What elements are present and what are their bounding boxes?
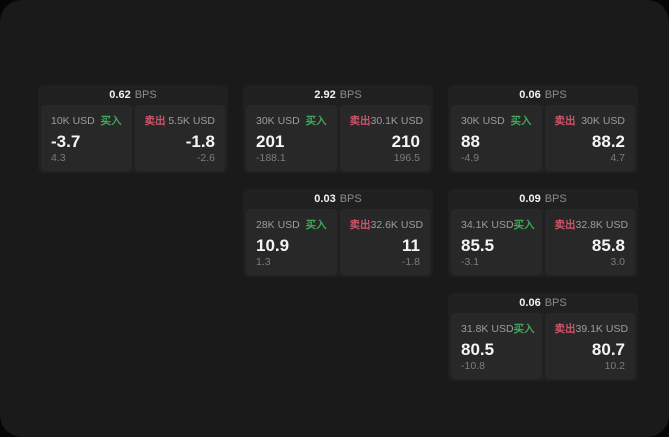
buy-price: 88 [461, 132, 480, 151]
sell-price: 11 [402, 236, 420, 255]
sell-amount: 39.1K USD [575, 323, 629, 335]
quote-body: 30K USD 买入 201 -188.1 卖出 30.1K USD 210 1… [243, 105, 433, 173]
quote-card: 0.03 BPS 28K USD 买入 10.9 1.3 卖出 32.6K US… [243, 189, 433, 277]
bps-value: 0.06 [519, 297, 541, 309]
quote-body: 31.8K USD 买入 80.5 -10.8 卖出 39.1K USD 80.… [448, 313, 638, 381]
bps-value: 0.62 [109, 89, 131, 101]
sell-side-label: 卖出 [144, 115, 166, 127]
sell-quote-cell[interactable]: 卖出 5.5K USD -1.8 -2.6 [134, 105, 225, 171]
sell-quote-cell[interactable]: 卖出 32.8K USD 85.8 3.0 [544, 209, 635, 275]
buy-side-label: 买入 [513, 323, 535, 335]
quote-body: 30K USD 买入 88 -4.9 卖出 30K USD 88.2 4.7 [448, 105, 638, 173]
sell-price: 88.2 [591, 132, 625, 151]
bps-header: 0.62 BPS [38, 85, 228, 105]
quote-body: 28K USD 买入 10.9 1.3 卖出 32.6K USD 11 -1.8 [243, 209, 433, 277]
quote-card: 0.62 BPS 10K USD 买入 -3.7 4.3 卖出 5.5K USD [38, 85, 228, 173]
buy-amount: 30K USD [461, 115, 505, 127]
sell-change: -2.6 [196, 152, 215, 164]
buy-quote-cell[interactable]: 31.8K USD 买入 80.5 -10.8 [451, 313, 542, 379]
bps-header: 0.09 BPS [448, 189, 638, 209]
bps-header: 0.06 BPS [448, 293, 638, 313]
sell-quote-cell[interactable]: 卖出 32.6K USD 11 -1.8 [339, 209, 430, 275]
bps-unit-label: BPS [339, 193, 362, 205]
sell-amount: 5.5K USD [168, 115, 215, 127]
buy-quote-cell[interactable]: 30K USD 买入 88 -4.9 [451, 105, 542, 171]
quote-card: 2.92 BPS 30K USD 买入 201 -188.1 卖出 30.1K … [243, 85, 433, 173]
buy-change: -3.1 [461, 256, 480, 268]
buy-quote-cell[interactable]: 28K USD 买入 10.9 1.3 [246, 209, 337, 275]
buy-price: 201 [256, 132, 285, 151]
buy-change: -4.9 [461, 152, 480, 164]
buy-quote-cell[interactable]: 34.1K USD 买入 85.5 -3.1 [451, 209, 542, 275]
buy-amount: 28K USD [256, 219, 300, 231]
buy-price: 85.5 [461, 236, 495, 255]
buy-side-label: 买入 [305, 219, 327, 231]
sell-change: 196.5 [393, 152, 420, 164]
sell-change: 4.7 [610, 152, 625, 164]
sell-price: -1.8 [185, 132, 215, 151]
sell-change: 3.0 [610, 256, 625, 268]
buy-price: 80.5 [461, 340, 495, 359]
buy-quote-cell[interactable]: 10K USD 买入 -3.7 4.3 [41, 105, 132, 171]
sell-side-label: 卖出 [349, 219, 371, 231]
bps-unit-label: BPS [544, 193, 567, 205]
bps-value: 2.92 [314, 89, 336, 101]
bps-value: 0.09 [519, 193, 541, 205]
bps-value: 0.03 [314, 193, 336, 205]
sell-quote-cell[interactable]: 卖出 30.1K USD 210 196.5 [339, 105, 430, 171]
sell-amount: 30.1K USD [370, 115, 424, 127]
buy-price: 10.9 [256, 236, 290, 255]
buy-change: 1.3 [256, 256, 271, 268]
buy-quote-cell[interactable]: 30K USD 买入 201 -188.1 [246, 105, 337, 171]
buy-side-label: 买入 [305, 115, 327, 127]
quote-card: 0.06 BPS 31.8K USD 买入 80.5 -10.8 卖出 39.1… [448, 293, 638, 381]
bps-value: 0.06 [519, 89, 541, 101]
sell-price: 210 [391, 132, 420, 151]
buy-amount: 34.1K USD [461, 219, 514, 231]
bps-unit-label: BPS [544, 297, 567, 309]
sell-quote-cell[interactable]: 卖出 30K USD 88.2 4.7 [544, 105, 635, 171]
quote-body: 34.1K USD 买入 85.5 -3.1 卖出 32.8K USD 85.8… [448, 209, 638, 277]
quote-card: 0.06 BPS 30K USD 买入 88 -4.9 卖出 30K USD [448, 85, 638, 173]
sell-price: 80.7 [591, 340, 625, 359]
bps-unit-label: BPS [544, 89, 567, 101]
buy-change: 4.3 [51, 152, 66, 164]
sell-side-label: 卖出 [554, 115, 576, 127]
sell-amount: 30K USD [581, 115, 625, 127]
quote-body: 10K USD 买入 -3.7 4.3 卖出 5.5K USD -1.8 -2.… [38, 105, 228, 173]
quote-card-grid: 0.62 BPS 10K USD 买入 -3.7 4.3 卖出 5.5K USD [38, 85, 638, 381]
buy-amount: 30K USD [256, 115, 300, 127]
quote-card: 0.09 BPS 34.1K USD 买入 85.5 -3.1 卖出 32.8K… [448, 189, 638, 277]
buy-side-label: 买入 [100, 115, 122, 127]
buy-side-label: 买入 [510, 115, 532, 127]
sell-amount: 32.8K USD [575, 219, 629, 231]
sell-side-label: 卖出 [349, 115, 371, 127]
buy-amount: 31.8K USD [461, 323, 514, 335]
sell-change: 10.2 [604, 360, 625, 372]
bps-header: 0.06 BPS [448, 85, 638, 105]
buy-amount: 10K USD [51, 115, 95, 127]
sell-side-label: 卖出 [554, 323, 576, 335]
sell-quote-cell[interactable]: 卖出 39.1K USD 80.7 10.2 [544, 313, 635, 379]
bps-unit-label: BPS [134, 89, 157, 101]
bps-unit-label: BPS [339, 89, 362, 101]
buy-side-label: 买入 [513, 219, 535, 231]
buy-price: -3.7 [51, 132, 81, 151]
sell-amount: 32.6K USD [370, 219, 424, 231]
sell-price: 85.8 [591, 236, 625, 255]
bps-header: 0.03 BPS [243, 189, 433, 209]
buy-change: -10.8 [461, 360, 485, 372]
sell-change: -1.8 [401, 256, 420, 268]
bps-header: 2.92 BPS [243, 85, 433, 105]
sell-side-label: 卖出 [554, 219, 576, 231]
buy-change: -188.1 [256, 152, 286, 164]
